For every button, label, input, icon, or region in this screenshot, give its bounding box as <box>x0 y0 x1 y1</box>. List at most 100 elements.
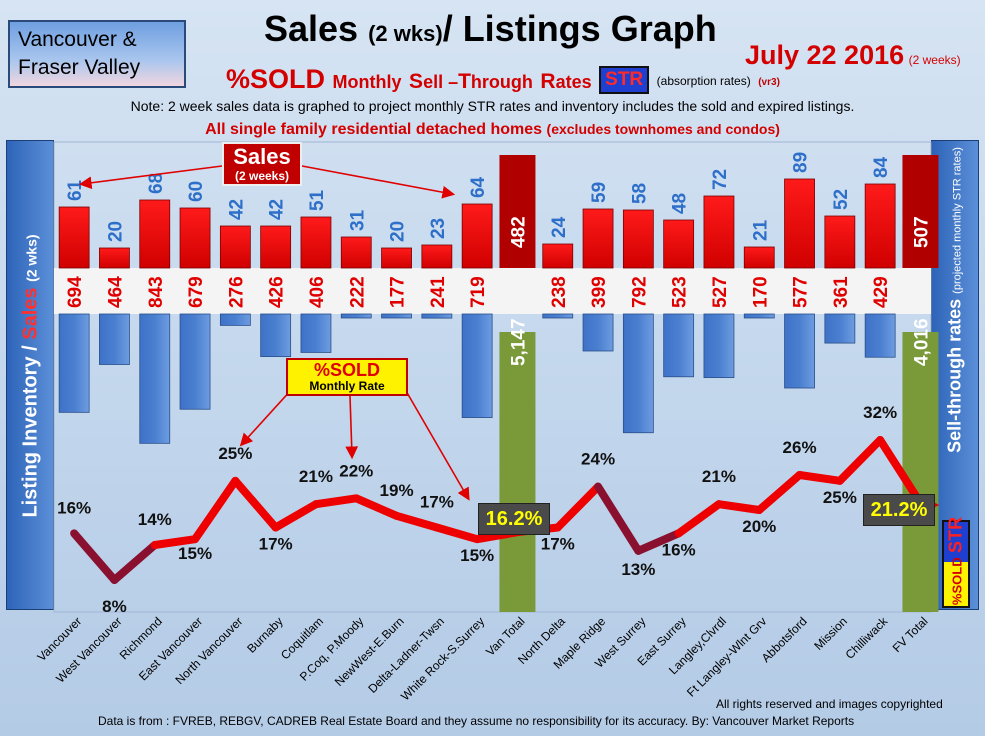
str-line-segment <box>835 436 885 485</box>
str-value-label: 17% <box>420 493 454 512</box>
subtitle-s: S <box>409 70 424 93</box>
fv-total-str-box: 21.2% <box>863 494 935 526</box>
subtitle-sold: %SOLD <box>226 64 326 94</box>
category-label: Delta-Ladner-Twsn <box>365 614 447 696</box>
inventory-value-label: 679 <box>186 276 207 308</box>
sales-bar <box>663 219 695 269</box>
inventory-value-label: 399 <box>589 276 610 308</box>
str-value-label: 13% <box>621 560 655 579</box>
str-line-segment <box>271 500 320 532</box>
inventory-bar <box>663 313 695 378</box>
inventory-bar <box>300 313 332 353</box>
str-line-segment <box>876 436 925 507</box>
inventory-value-label: 170 <box>750 276 771 308</box>
van-total-str-box: 16.2% <box>478 503 550 535</box>
region-line-2: Fraser Valley <box>18 56 141 79</box>
category-label: NewWest-E.Burn <box>332 614 407 689</box>
left-axis-panel <box>6 140 54 610</box>
inventory-bar <box>58 313 90 413</box>
inventory-bar <box>99 313 130 365</box>
sales-bar <box>99 247 130 269</box>
inventory-value-label: 719 <box>468 276 489 308</box>
str-line-segment <box>714 500 764 514</box>
badge-str-text: STR <box>945 516 966 553</box>
date-line: July 22 2016 (2 weeks) <box>745 40 961 71</box>
sales-value-label: 58 <box>629 183 650 204</box>
sales-bar <box>179 207 211 269</box>
inventory-value-label: 792 <box>629 276 650 308</box>
sales-value-label: 89 <box>791 152 812 173</box>
inventory-bar <box>622 313 654 434</box>
inventory-bar <box>219 313 251 326</box>
str-value-label: 21% <box>299 467 333 486</box>
str-value-label: 17% <box>259 535 293 554</box>
sales-bar <box>542 243 574 269</box>
str-line-segment <box>110 541 159 584</box>
inventory-value-label: 4,016 <box>911 318 932 366</box>
inventory-value-label: 5,147 <box>508 318 529 366</box>
sales-value-label: 48 <box>670 193 691 214</box>
sales-value-label: 20 <box>388 221 409 242</box>
callout-arrow <box>345 395 359 460</box>
report-date-note: (2 weeks) <box>908 53 961 67</box>
subtitle-version: (vr3) <box>758 77 780 88</box>
inventory-bar <box>340 313 372 319</box>
str-value-label: 16% <box>662 540 696 559</box>
sales-bar <box>703 195 735 269</box>
sales-value-label: 31 <box>347 209 368 231</box>
inventory-bar <box>582 313 614 352</box>
inventory-total-bar <box>499 332 536 612</box>
sales-bar <box>421 244 453 269</box>
sales-total-bar <box>902 155 939 268</box>
inventory-value-label: 361 <box>831 276 852 308</box>
str-line-segment <box>392 511 441 532</box>
chart-title: Sales (2 wks)/ Listings Graph <box>264 8 717 50</box>
subtitle-absorption: (absorption rates) <box>656 74 751 88</box>
subtitle-hrough: hrough <box>470 72 533 92</box>
category-label: Chilliwack <box>843 614 891 662</box>
inventory-bar <box>824 313 856 344</box>
inventory-bar <box>179 313 211 410</box>
str-line-segment <box>70 529 119 584</box>
homes-note-main: All single family residential detached h… <box>205 121 543 138</box>
inventory-value-label: 527 <box>710 276 731 308</box>
inventory-value-label: 429 <box>871 276 892 308</box>
sales-bar <box>340 236 372 269</box>
sales-bar <box>864 183 896 269</box>
str-value-label: 8% <box>102 597 127 616</box>
str-line-segment <box>352 494 401 520</box>
sales-callout: Sales (2 weeks) <box>222 142 302 186</box>
str-value-label: 21% <box>702 467 736 486</box>
inventory-value-label: 177 <box>388 276 409 308</box>
sales-value-label: 61 <box>65 179 86 201</box>
str-value-label: 25% <box>823 488 857 507</box>
str-value-label: 22% <box>339 461 373 480</box>
str-badge: STR <box>599 66 650 94</box>
str-line-segment <box>634 529 683 555</box>
category-label: FV Total <box>890 614 931 655</box>
sales-bar <box>824 215 856 269</box>
str-line-segment <box>432 523 482 544</box>
sales-value-label: 24 <box>549 216 570 238</box>
category-label: Ft Langley-Wlnt Grv <box>684 614 769 699</box>
str-value-label: 19% <box>380 481 414 500</box>
copyright-note: All rights reserved and images copyright… <box>716 697 943 711</box>
inventory-bar <box>461 313 493 418</box>
sales-value-label: 21 <box>750 219 771 241</box>
sales-value-label: 20 <box>105 221 126 242</box>
sales-bar <box>622 209 654 269</box>
sold-callout: %SOLD Monthly Rate <box>286 358 408 396</box>
sales-value-label: 59 <box>589 182 610 203</box>
title-listings: / Listings Graph <box>442 8 717 49</box>
inventory-bar <box>703 313 735 379</box>
str-line-segment <box>150 535 200 549</box>
str-value-label: 32% <box>863 403 897 422</box>
sales-value-label: 64 <box>468 176 489 198</box>
sales-bar <box>381 247 412 269</box>
inventory-value-label: 426 <box>267 276 288 308</box>
str-line-segment <box>311 494 361 509</box>
sales-value-label: 482 <box>508 216 529 248</box>
str-value-label: 15% <box>178 544 212 563</box>
